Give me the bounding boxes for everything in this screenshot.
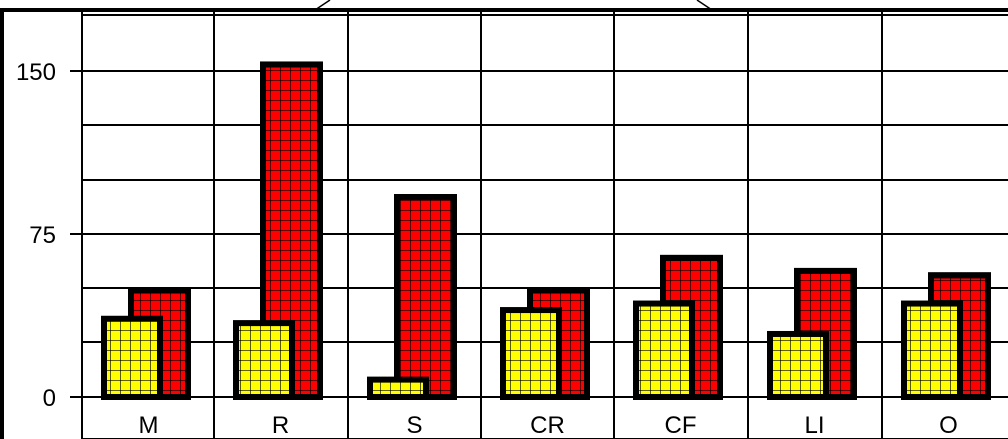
bars	[101, 61, 991, 401]
bar-yellow-outline-M	[101, 315, 163, 401]
top-decor-right	[696, 0, 713, 11]
category-label: R	[272, 412, 289, 439]
y-tick-label: 0	[43, 385, 56, 412]
bar-yellow-outline-O	[901, 300, 963, 400]
category-label: M	[139, 412, 159, 439]
bar-yellow-hatch-CR	[503, 310, 559, 397]
bar-yellow-hatch-CF	[636, 303, 692, 397]
bar-yellow-hatch-M	[104, 318, 160, 397]
category-label: O	[939, 412, 958, 439]
labels: 0 75 150 M R S CR CF LI O	[16, 59, 958, 439]
y-tick-label: 75	[29, 222, 56, 249]
bar-yellow-outline-LI	[767, 330, 829, 400]
y-tick-label: 150	[16, 59, 56, 86]
bar-yellow-outline-R	[233, 320, 295, 400]
bar-red-hatch-S	[397, 197, 454, 397]
bar-yellow-hatch-R	[236, 323, 292, 397]
bar-yellow-hatch-S	[370, 379, 426, 397]
category-label: CR	[530, 412, 565, 439]
category-label: S	[406, 412, 422, 439]
bar-yellow-hatch-O	[904, 303, 960, 397]
top-decor-left	[314, 0, 331, 11]
bar-yellow-outline-CF	[633, 300, 695, 400]
category-label: LI	[804, 412, 824, 439]
category-label: CF	[665, 412, 697, 439]
bar-yellow-outline-CR	[500, 307, 562, 401]
bar-yellow-hatch-LI	[770, 333, 826, 397]
bar-yellow-outline-S	[367, 376, 429, 401]
